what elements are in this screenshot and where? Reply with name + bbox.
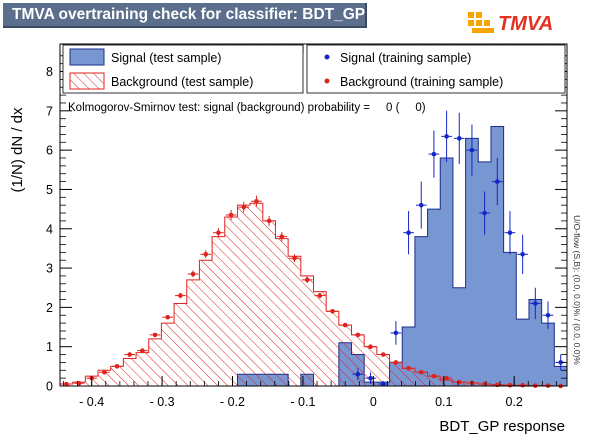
y-tick-label: 0 <box>46 380 53 394</box>
background-train-point <box>304 277 310 283</box>
signal-train-point <box>444 134 449 139</box>
y-tick-label: 4 <box>46 222 53 236</box>
background-train-point <box>342 322 348 328</box>
plot-frame <box>59 43 568 387</box>
background-train-point <box>317 293 323 298</box>
legend-marker-background-train <box>324 78 330 84</box>
x-tick-label: - 0.3 <box>150 395 175 409</box>
background-train-point <box>127 352 133 357</box>
y-tick-label: 1 <box>46 340 53 354</box>
background-train-point <box>380 352 386 357</box>
background-train-point <box>507 382 513 388</box>
x-tick-label: - 0.2 <box>220 395 245 409</box>
y-axis-title: (1/N) dN / dx <box>9 107 26 193</box>
overflow-label: U/O-flow (S,B): (0.0, 0.0)% / (0.0, 0.0)… <box>572 215 582 365</box>
background-train-point <box>254 198 259 204</box>
background-train-point <box>279 234 285 239</box>
signal-train-point <box>533 301 538 306</box>
background-train-point <box>114 364 120 369</box>
y-tick-label: 5 <box>46 183 53 197</box>
background-train-point <box>140 348 145 353</box>
x-tick-label: 0.1 <box>435 395 452 409</box>
background-train-point <box>102 369 107 375</box>
background-train-point <box>330 309 335 314</box>
signal-train-point <box>456 136 462 141</box>
background-train-point <box>203 252 209 257</box>
y-tick-label: 2 <box>46 301 53 315</box>
signal-train-point <box>418 202 424 208</box>
y-axis: 0 1 2 3 4 5 6 7 8 <box>46 55 567 394</box>
background-train-point <box>178 293 183 298</box>
legend-marker-signal-train <box>324 54 330 60</box>
x-tick-label: 0.2 <box>505 395 522 409</box>
background-train-point <box>165 314 171 320</box>
signal-train-point <box>393 330 399 336</box>
legend-label-signal-test: Signal (test sample) <box>111 51 221 65</box>
signal-train-point <box>494 179 500 184</box>
y-tick-label: 8 <box>46 65 53 79</box>
signal-train-point <box>545 312 551 318</box>
tmva-logo: TMVA <box>468 12 553 35</box>
legend-label-background-test: Background (test sample) <box>111 75 253 89</box>
logo-text: TMVA <box>498 13 553 35</box>
background-train-point <box>444 375 449 381</box>
signal-training-points <box>352 110 566 387</box>
legend-label-background-train: Background (training sample) <box>340 75 503 89</box>
legend-swatch-signal-test <box>69 48 105 66</box>
background-train-point <box>241 204 247 210</box>
logo-dots <box>468 12 494 33</box>
background-train-point <box>368 344 373 349</box>
background-train-point <box>266 218 272 224</box>
background-train-point <box>418 369 424 375</box>
y-tick-label: 6 <box>46 144 53 158</box>
ks-test-label: Kolmogorov-Smirnov test: signal (backgro… <box>68 102 426 114</box>
signal-train-point <box>355 371 361 377</box>
x-tick-label: 0 <box>370 395 377 409</box>
title-box: TMVA overtraining check for classifier: … <box>3 3 367 28</box>
background-train-point <box>228 212 234 218</box>
signal-train-point <box>507 230 513 235</box>
legend-swatch-background-test <box>69 72 105 90</box>
background-train-point <box>406 366 411 371</box>
signal-train-point <box>469 147 475 153</box>
legend-box-training <box>306 44 566 94</box>
signal-train-point <box>520 252 525 257</box>
signal-train-point <box>380 381 386 387</box>
signal-train-point <box>558 360 563 365</box>
background-train-point <box>152 332 158 338</box>
x-tick-label: - 0.4 <box>79 395 104 409</box>
chart-title: TMVA overtraining check for classifier: … <box>12 6 366 23</box>
signal-train-point <box>431 151 437 157</box>
signal-train-point <box>368 375 373 381</box>
y-tick-label: 3 <box>46 262 53 276</box>
background-train-point <box>393 360 399 365</box>
y-tick-label: 7 <box>46 104 53 118</box>
background-train-point <box>292 255 297 261</box>
signal-train-point <box>482 210 487 216</box>
background-train-point <box>216 230 221 235</box>
background-train-point <box>431 373 437 379</box>
x-tick-label: - 0.1 <box>290 395 315 409</box>
legend-label-signal-train: Signal (training sample) <box>340 51 471 65</box>
legend: Signal (test sample) Background (test sa… <box>62 44 566 94</box>
signal-train-point <box>406 230 411 235</box>
background-train-point <box>520 382 525 388</box>
background-train-point <box>190 271 196 277</box>
background-train-point <box>355 332 361 338</box>
background-train-point <box>64 381 69 387</box>
x-axis-title: BDT_GP response <box>439 418 565 435</box>
